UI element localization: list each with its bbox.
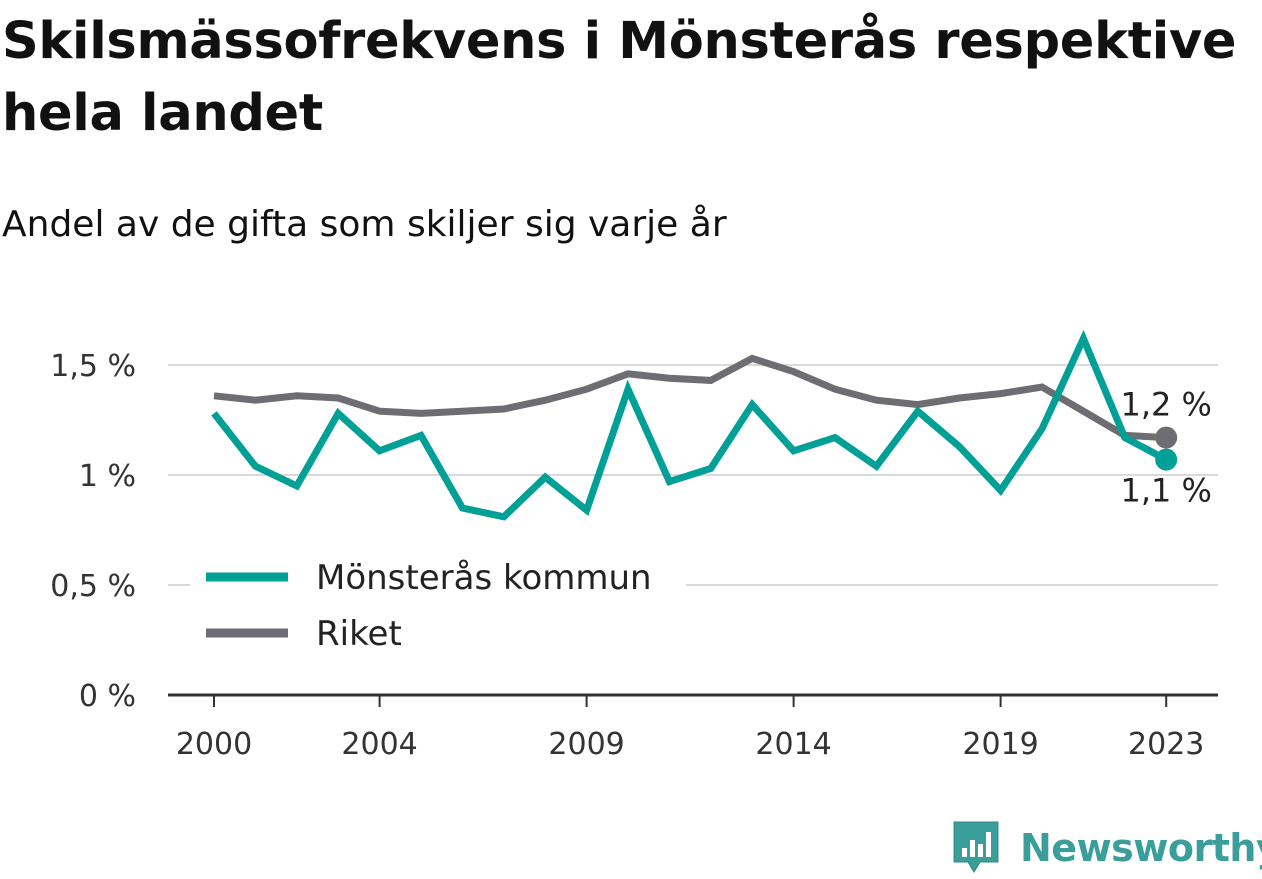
- bar-chart-pin-icon: [953, 821, 999, 873]
- end-labels: 1,1 % 1,2 %: [1120, 386, 1211, 510]
- y-tick-label: 1,5 %: [50, 349, 136, 384]
- y-tick-label: 0,5 %: [50, 569, 136, 604]
- end-point-label: 1,1 %: [1120, 472, 1211, 510]
- y-tick-label: 1 %: [79, 459, 136, 494]
- x-tick-label: 2004: [341, 727, 417, 762]
- x-tick-label: 2000: [176, 727, 252, 762]
- x-tick-label: 2019: [962, 727, 1038, 762]
- legend: Mönsterås kommun Riket: [190, 548, 686, 666]
- end-point-label: 1,2 %: [1120, 386, 1211, 424]
- x-tick-label: 2023: [1128, 727, 1204, 762]
- legend-background: [190, 548, 686, 666]
- end-point-marker: [1155, 448, 1178, 471]
- chart-subtitle: Andel av de gifta som skiljer sig varje …: [2, 204, 727, 245]
- legend-label: Mönsterås kommun: [316, 558, 652, 598]
- series-lines: [211, 329, 1168, 521]
- axes: 0 % 0,5 % 1 % 1,5 % 2000 2004 2009 2014 2019 2023: [50, 349, 1218, 762]
- y-tick-label: 0 %: [79, 679, 136, 714]
- brand-name: Newsworthy: [1020, 826, 1262, 870]
- chart-title: Skilsmässofrekvens i Mönsterås respektiv…: [2, 12, 1237, 143]
- series-line: [213, 354, 1167, 442]
- end-point-marker: [1155, 426, 1178, 449]
- x-tick-label: 2009: [548, 727, 624, 762]
- newsworthy-logo: Newsworthy: [950, 818, 1262, 878]
- legend-label: Riket: [316, 614, 402, 654]
- x-tick-label: 2014: [755, 727, 831, 762]
- series-line: [211, 329, 1168, 521]
